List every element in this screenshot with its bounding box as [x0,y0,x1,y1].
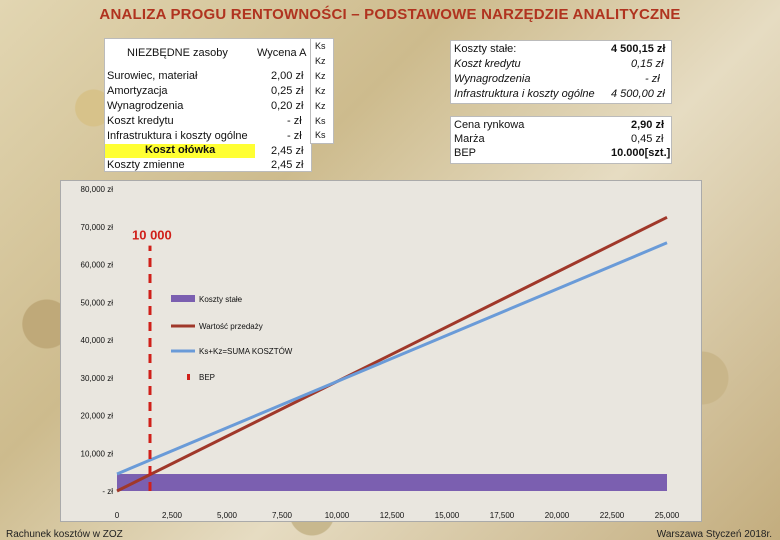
kind-cell: Ks [315,116,326,126]
fixed-cost-label: Wynagrodzenia [454,73,531,85]
y-tick-label: 50,000 zł [81,298,114,307]
legend-label: Wartość przedaży [199,322,263,331]
resource-row-label: Wynagrodzenia [107,100,184,112]
y-tick-label: - zł [102,487,113,496]
series-line [116,215,668,493]
legend-label: BEP [199,373,215,382]
legend-label: Ks+Kz=SUMA KOSZTÓW [199,347,293,356]
y-tick-label: 30,000 zł [81,374,114,383]
kind-header: Kz [315,56,326,66]
kind-cell: Kz [315,71,326,81]
kind-cell: Ks [315,130,326,140]
footer-right: Warszawa Styczeń 2018r. [656,529,772,540]
resources-table: NIEZBĘDNE zasoby Wycena A Surowiec, mate… [104,38,312,172]
x-tick-label: 10,000 [325,511,350,520]
x-tick-label: 20,000 [545,511,570,520]
x-tick-label: 0 [115,511,120,520]
market-value: 10.000[szt.] [611,147,671,159]
legend-label: Koszty stałe [199,295,243,304]
resources-header-value: Wycena A [257,47,307,59]
fixed-cost-value: 4 500,00 zł [611,88,665,100]
break-even-chart: - zł 10,000 zł 20,000 zł 30,000 zł 40,000 zł… [60,180,702,522]
bep-annotation: 10 000 [132,228,172,243]
footer-left: Rachunek kosztów w ZOZ [6,529,123,540]
market-label: Cena rynkowa [454,119,525,131]
cost-kind-column: Ks Kz Kz Kz Kz Ks Ks [310,38,334,144]
fixed-costs-table: Koszty stałe: 4 500,15 zł Koszt kredytu … [450,40,672,104]
market-label: Marża [454,133,485,145]
market-table: Cena rynkowa 2,90 zł Marża 0,45 zł BEP 1… [450,116,672,164]
resource-row-value: 2,00 zł [271,70,304,82]
legend-swatch [171,295,195,302]
resource-row-label: Infrastruktura i koszty ogólne [107,130,248,142]
page-title: ANALIZA PROGU RENTOWNOŚCI – PODSTAWOWE N… [99,6,681,23]
y-tick-label: 60,000 zł [81,261,114,270]
y-tick-label: 80,000 zł [81,185,114,194]
variable-cost-label: Koszty zmienne [107,159,185,171]
resource-row-value: 0,25 zł [271,85,304,97]
resource-row-label: Amortyzacja [107,85,168,97]
y-tick-label: 10,000 zł [81,449,114,458]
chart-svg: - zł 10,000 zł 20,000 zł 30,000 zł 40,000 zł… [81,185,680,520]
y-tick-label: 70,000 zł [81,223,114,232]
pencil-cost-value: 2,45 zł [271,145,304,157]
series-line [116,241,668,476]
fixed-cost-label: Infrastruktura i koszty ogólne [454,88,595,100]
kind-cell: Kz [315,101,326,111]
x-tick-label: 15,000 [435,511,460,520]
resource-row-value: - zł [287,115,302,127]
market-label: BEP [454,147,477,159]
fixed-costs-total: 4 500,15 zł [611,43,666,55]
y-tick-label: 40,000 zł [81,336,114,345]
market-value: 2,90 zł [631,119,665,131]
variable-cost-value: 2,45 zł [271,159,304,171]
fixed-cost-value: 0,15 zł [631,58,664,70]
legend-swatch [187,374,190,380]
resources-header-label: NIEZBĘDNE zasoby [127,47,228,59]
x-tick-label: 5,000 [217,511,238,520]
fixed-cost-value: - zł [645,73,660,85]
fixed-cost-label: Koszt kredytu [454,58,521,70]
x-tick-label: 25,000 [655,511,680,520]
resource-row-value: - zł [287,130,302,142]
fixed-costs-header: Koszty stałe: [454,43,517,55]
x-tick-label: 2,500 [162,511,183,520]
resource-row-value: 0,20 zł [271,100,304,112]
fixed-costs-area [117,474,667,491]
resource-row-label: Surowiec, materiał [107,70,198,82]
x-tick-label: 22,500 [600,511,625,520]
x-tick-label: 7,500 [272,511,293,520]
resource-row-label: Koszt kredytu [107,115,174,127]
kind-cell: Kz [315,86,326,96]
x-tick-label: 17,500 [490,511,515,520]
pencil-cost-label: Koszt ołówka [145,144,216,156]
kind-header: Ks [315,41,326,51]
pencil-cost-row [105,144,255,158]
x-tick-label: 12,500 [380,511,405,520]
market-value: 0,45 zł [631,133,664,145]
y-tick-label: 20,000 zł [81,412,114,421]
